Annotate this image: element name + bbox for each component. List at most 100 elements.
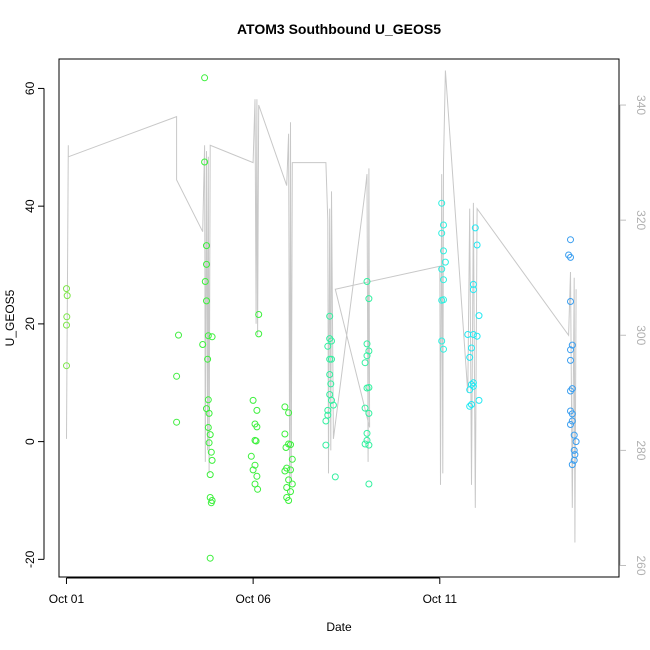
- data-point: [201, 158, 209, 166]
- x-axis: Oct 01 Oct 06 Oct 11: [49, 577, 458, 606]
- data-point: [326, 371, 334, 378]
- data-point: [324, 406, 332, 414]
- data-point: [365, 295, 373, 303]
- data-point: [63, 321, 70, 329]
- data-point: [208, 333, 216, 341]
- data-point: [252, 437, 260, 445]
- data-point: [363, 436, 371, 444]
- data-point: [567, 236, 574, 244]
- data-point: [175, 331, 182, 339]
- x-axis-label: Date: [326, 620, 352, 634]
- data-point: [253, 406, 261, 414]
- data-point: [475, 312, 483, 320]
- data-point: [365, 480, 373, 488]
- data-point: [204, 396, 212, 404]
- data-point: [254, 485, 262, 493]
- data-point: [201, 74, 209, 82]
- data-point: [570, 456, 578, 464]
- data-point: [203, 297, 210, 305]
- data-point: [475, 396, 483, 404]
- data-point: [440, 221, 447, 229]
- data-point: [285, 497, 293, 504]
- data-point: [469, 286, 477, 294]
- data-point: [440, 276, 447, 284]
- data-point: [281, 430, 289, 438]
- data-point: [568, 417, 576, 425]
- data-point: [255, 311, 263, 318]
- data-point: [469, 379, 477, 387]
- data-point: [199, 341, 207, 348]
- data-point: [253, 472, 261, 480]
- data-point: [440, 296, 447, 304]
- data-point: [567, 253, 574, 261]
- data-point: [173, 372, 181, 380]
- data-point: [63, 362, 70, 370]
- data-point: [567, 298, 574, 305]
- data-point: [327, 380, 335, 388]
- data-point: [469, 280, 477, 288]
- data-point: [365, 441, 373, 449]
- data-point: [441, 258, 449, 266]
- data-point: [207, 499, 215, 507]
- y-axis-label: U_GEOS5: [3, 289, 17, 346]
- data-point: [173, 418, 181, 426]
- y2-tick-label: 340: [634, 95, 648, 115]
- chart-title: ATOM3 Southbound U_GEOS5: [237, 21, 441, 37]
- line-series-layer: [66, 70, 577, 543]
- data-point: [568, 341, 576, 349]
- data-point: [253, 423, 261, 431]
- data-point: [206, 554, 214, 562]
- data-point: [570, 431, 578, 439]
- data-point: [207, 448, 215, 456]
- data-point: [466, 402, 474, 410]
- data-point: [206, 431, 214, 439]
- data-point: [568, 410, 576, 418]
- data-point: [63, 313, 71, 321]
- data-point: [249, 396, 257, 404]
- y-axis-left: -20 0 20 40 60: [23, 81, 45, 568]
- data-point: [361, 404, 369, 412]
- data-point: [63, 292, 71, 300]
- data-point: [328, 396, 335, 404]
- data-point: [567, 356, 574, 364]
- data-point: [204, 332, 212, 340]
- y-tick-label: 0: [23, 438, 37, 445]
- data-point: [473, 241, 481, 249]
- y2-tick-label: 280: [634, 440, 648, 460]
- y-axis-right: 260 280 300 320 340: [619, 95, 648, 576]
- data-point: [363, 278, 371, 285]
- data-point: [469, 331, 477, 338]
- y-tick-label: -20: [23, 550, 37, 568]
- data-point: [568, 461, 576, 469]
- data-point: [365, 384, 373, 391]
- x-tick-label: Oct 01: [49, 592, 85, 606]
- data-point: [247, 452, 255, 460]
- data-point: [567, 387, 574, 395]
- data-point: [201, 278, 209, 285]
- data-point: [466, 386, 474, 394]
- data-point: [570, 446, 578, 454]
- data-point: [471, 224, 479, 232]
- data-point: [204, 355, 212, 363]
- y2-tick-label: 260: [634, 555, 648, 575]
- plot-area: [63, 70, 580, 562]
- data-point: [468, 401, 475, 408]
- data-point: [205, 439, 213, 447]
- y-tick-label: 60: [23, 81, 37, 95]
- data-point: [208, 456, 216, 464]
- data-point: [331, 473, 339, 481]
- y2-tick-label: 300: [634, 325, 648, 345]
- data-point: [281, 403, 289, 411]
- data-point: [473, 332, 481, 340]
- x-tick-label: Oct 11: [423, 592, 458, 606]
- data-point: [324, 342, 332, 350]
- data-point: [285, 409, 293, 417]
- data-point: [63, 285, 70, 293]
- data-point: [567, 421, 574, 428]
- data-point: [255, 330, 263, 338]
- data-point: [361, 440, 369, 448]
- data-point: [328, 337, 335, 345]
- data-point: [329, 401, 337, 409]
- data-point: [204, 424, 212, 431]
